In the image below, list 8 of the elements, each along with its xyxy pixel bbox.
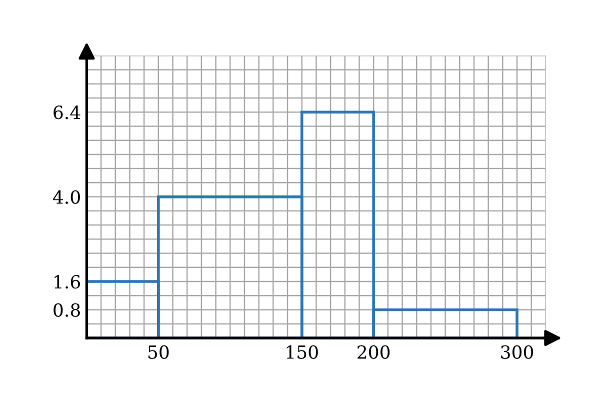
x-tick-label: 50 <box>148 345 169 359</box>
y-tick-label: 1.6 <box>54 274 80 289</box>
y-tick-label: 0.8 <box>54 303 80 317</box>
x-tick-label: 300 <box>501 345 534 359</box>
x-tick-label: 200 <box>358 345 390 359</box>
x-tick-label: 150 <box>286 345 318 359</box>
y-tick-label: 6.4 <box>54 106 80 120</box>
y-tick-label: 4.0 <box>52 190 80 204</box>
